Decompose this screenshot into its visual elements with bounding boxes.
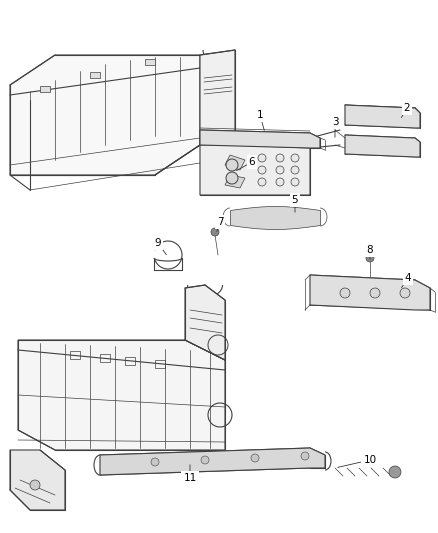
Text: 3: 3 (332, 117, 338, 127)
Circle shape (276, 178, 284, 186)
Polygon shape (10, 55, 200, 175)
Polygon shape (225, 175, 245, 188)
Circle shape (258, 178, 266, 186)
Circle shape (201, 456, 209, 464)
Polygon shape (310, 275, 430, 310)
Text: 4: 4 (405, 273, 411, 283)
Circle shape (366, 254, 374, 262)
Circle shape (30, 480, 40, 490)
Circle shape (301, 452, 309, 460)
Polygon shape (200, 50, 235, 145)
Polygon shape (345, 105, 420, 128)
Circle shape (276, 166, 284, 174)
Text: 6: 6 (249, 157, 255, 167)
Circle shape (340, 288, 350, 298)
Text: 7: 7 (217, 217, 223, 227)
Bar (145, 59, 155, 65)
Text: 1: 1 (257, 110, 263, 120)
Polygon shape (18, 340, 225, 450)
Text: 8: 8 (367, 245, 373, 255)
Text: 9: 9 (155, 238, 161, 248)
Circle shape (151, 458, 159, 466)
Polygon shape (200, 145, 310, 195)
Polygon shape (345, 135, 420, 157)
Circle shape (276, 154, 284, 162)
Circle shape (389, 466, 401, 478)
Circle shape (211, 228, 219, 236)
Polygon shape (100, 448, 325, 475)
Text: 10: 10 (364, 455, 377, 465)
Polygon shape (10, 450, 65, 510)
Bar (90, 72, 100, 78)
Text: 2: 2 (404, 103, 410, 113)
Circle shape (291, 154, 299, 162)
Circle shape (226, 172, 238, 184)
Circle shape (258, 166, 266, 174)
Text: 5: 5 (292, 195, 298, 205)
Circle shape (258, 154, 266, 162)
Text: 11: 11 (184, 473, 197, 483)
Bar (40, 86, 50, 92)
Circle shape (291, 178, 299, 186)
Polygon shape (200, 130, 320, 148)
Polygon shape (185, 285, 225, 360)
Polygon shape (225, 155, 245, 170)
Circle shape (251, 454, 259, 462)
Circle shape (400, 288, 410, 298)
Circle shape (226, 159, 238, 171)
Circle shape (370, 288, 380, 298)
Circle shape (291, 166, 299, 174)
